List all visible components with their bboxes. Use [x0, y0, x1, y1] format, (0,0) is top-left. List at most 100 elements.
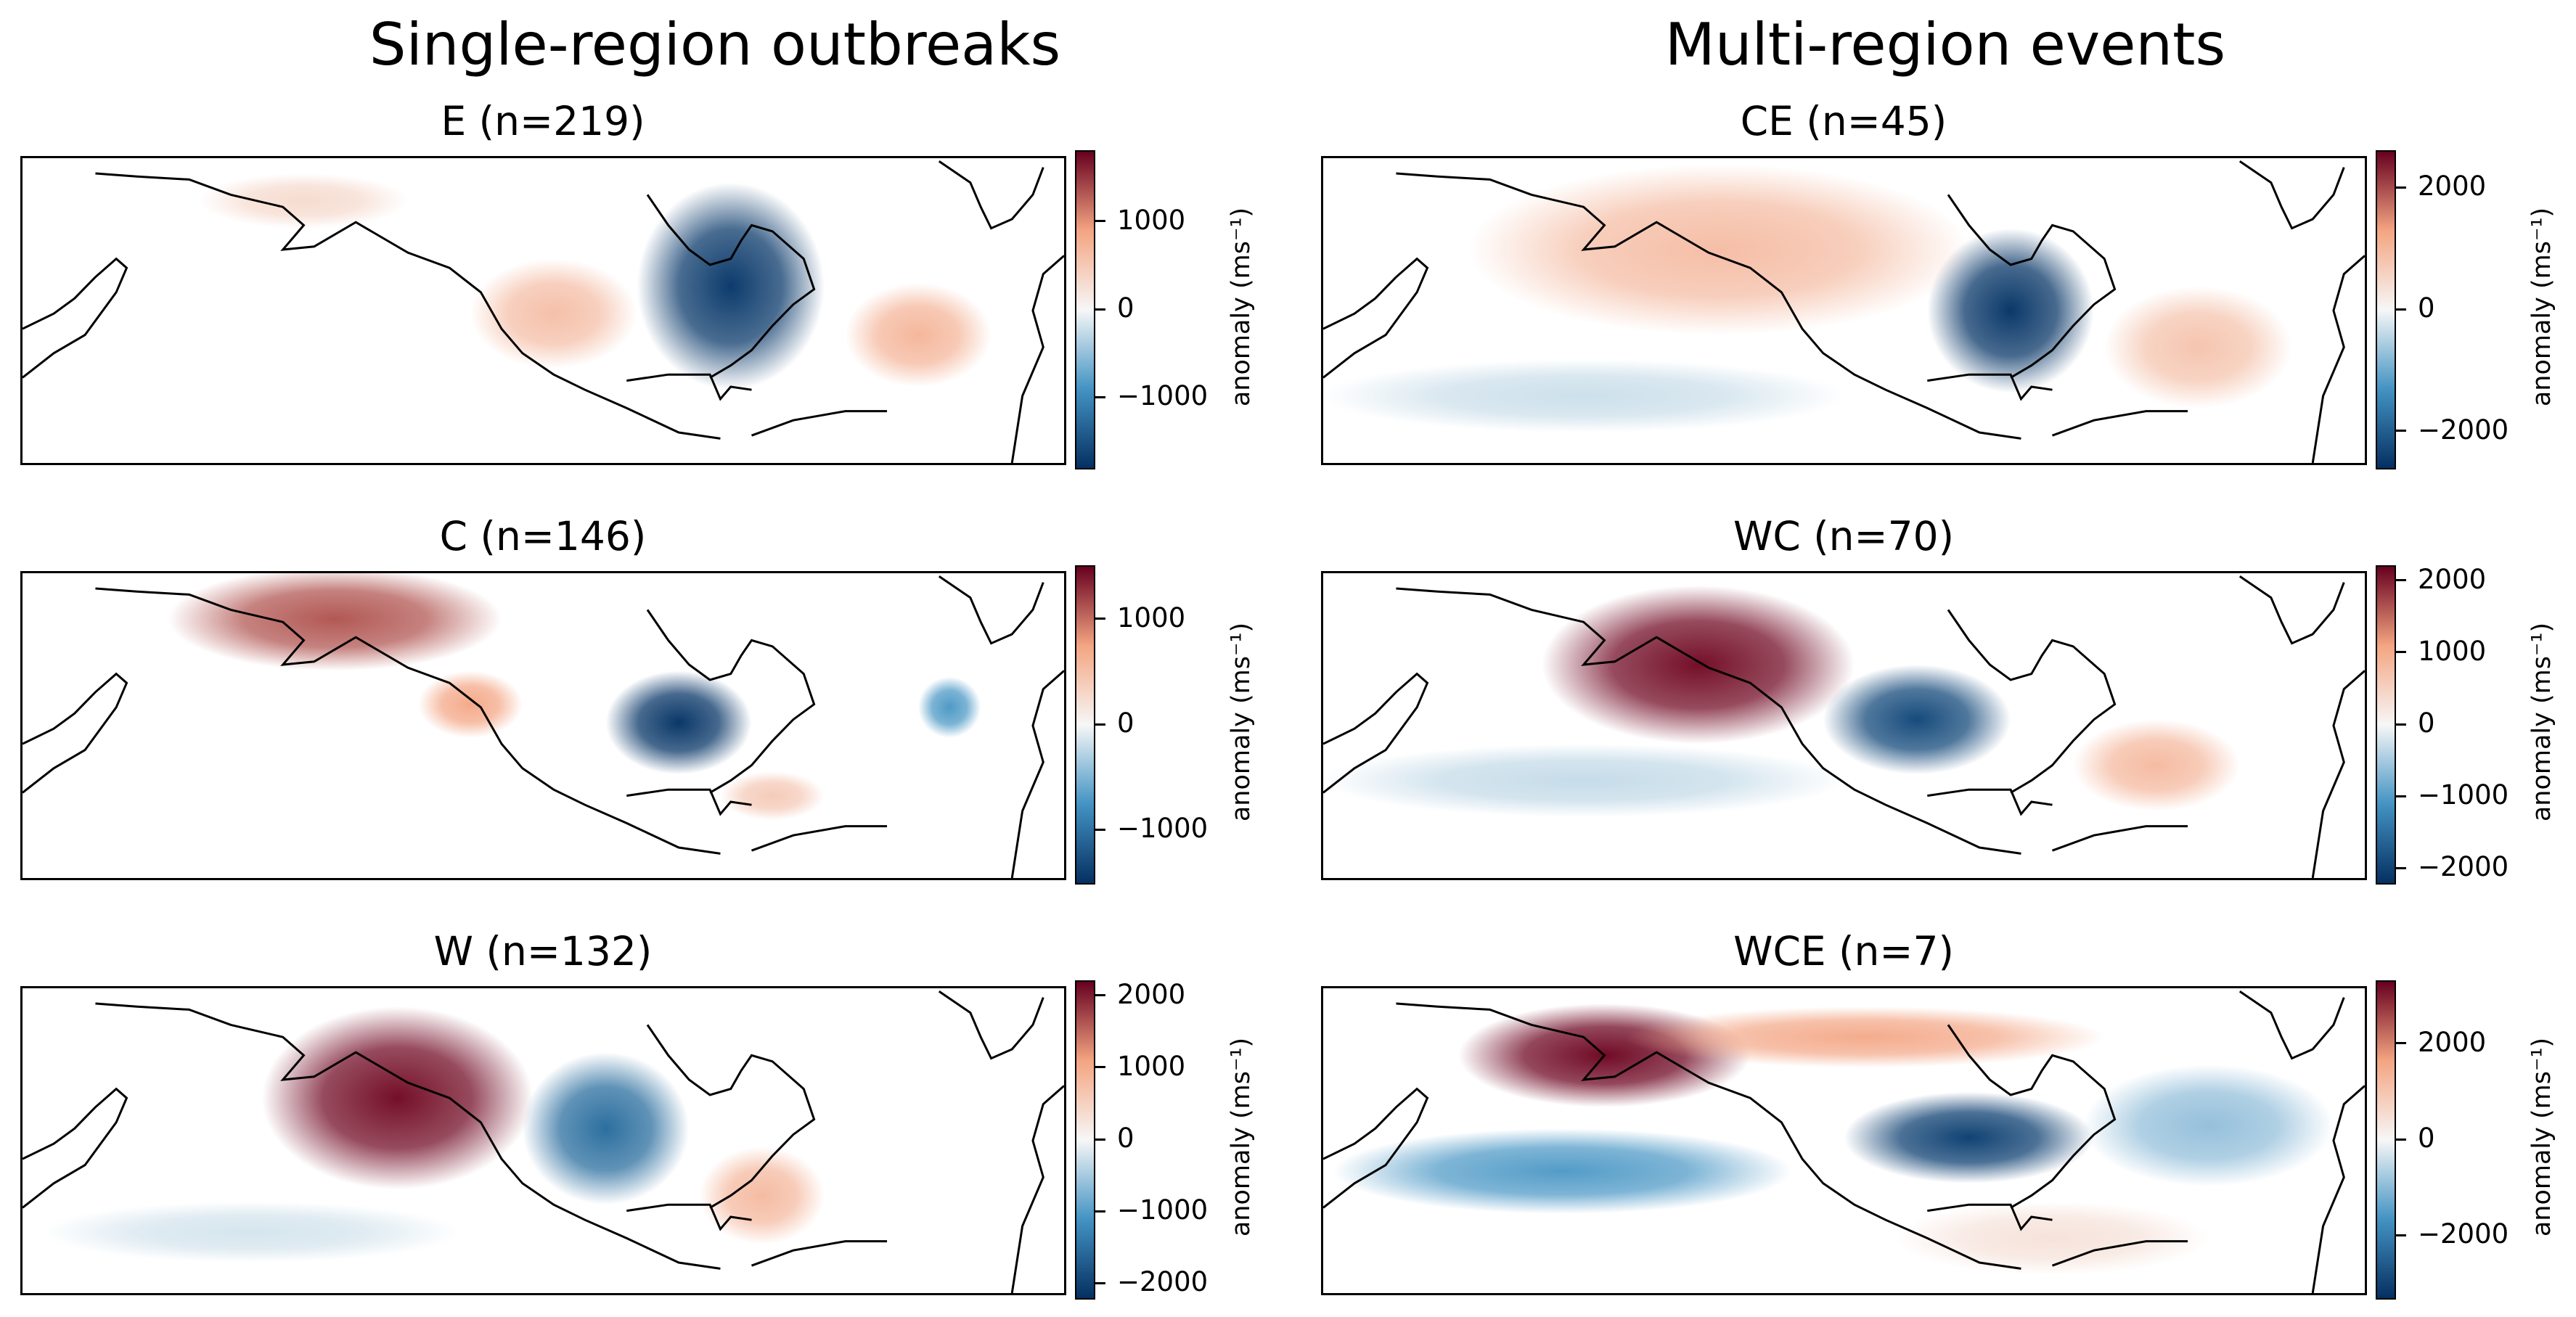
anomaly-map [1323, 160, 2365, 463]
anomaly-blob-negative [2083, 1064, 2334, 1186]
colorbar-tick-label: 0 [1095, 1123, 1134, 1154]
panel-title: WC (n=70) [1733, 513, 1955, 559]
colorbar-tick-label: 0 [2396, 292, 2435, 324]
colorbar-tick-label: 1000 [1095, 1050, 1186, 1082]
colorbar [1075, 150, 1095, 469]
anomaly-blob-negative [605, 670, 752, 775]
coastline [646, 194, 816, 379]
map-panel [20, 986, 1066, 1295]
coastline [1010, 670, 1064, 878]
panel-title: C (n=146) [439, 513, 647, 559]
coastline [1927, 373, 2053, 401]
anomaly-blob-negative [522, 1052, 690, 1205]
coastline [2311, 670, 2365, 878]
colorbar-tick-label: 2000 [2395, 563, 2487, 595]
anomaly-blob-negative [43, 1202, 460, 1263]
coastline [938, 160, 1044, 230]
coastline [23, 257, 128, 379]
map-panel [1321, 571, 2367, 880]
colorbar-label: anomaly (ms⁻¹) [1227, 622, 1256, 822]
coastline [1010, 255, 1064, 463]
coastline [1323, 1087, 1429, 1209]
coastline [95, 587, 721, 855]
coastline [1323, 257, 1429, 379]
colorbar [1075, 565, 1095, 885]
coastline [2311, 1085, 2365, 1293]
colorbar-tick-label: 0 [1095, 707, 1134, 739]
anomaly-map [23, 990, 1064, 1293]
anomaly-blob-positive [262, 1006, 533, 1190]
coastline [23, 1087, 128, 1209]
anomaly-blob-positive [1468, 164, 1969, 335]
coastline [751, 410, 888, 437]
coastline [2051, 1240, 2188, 1267]
panel-title: WCE (n=7) [1733, 928, 1954, 975]
colorbar-label: anomaly (ms⁻¹) [1227, 1037, 1256, 1237]
anomaly-blob-negative [1927, 228, 2094, 393]
coastline [23, 672, 128, 794]
anomaly-blob-positive [168, 573, 502, 671]
coastline [1947, 1024, 2117, 1209]
anomaly-blob-positive [720, 771, 825, 821]
coastline [2051, 410, 2188, 437]
anomaly-blob-positive [1896, 1202, 2209, 1275]
colorbar-tick-label: −1000 [1095, 813, 1209, 845]
colorbar-tick-label: −1000 [2395, 779, 2509, 811]
coastline [1396, 1002, 2021, 1270]
colorbar [2376, 980, 2396, 1300]
anomaly-blob-negative [918, 676, 981, 738]
colorbar-tick-label: −2000 [2395, 1218, 2509, 1250]
panel-title: E (n=219) [441, 98, 645, 144]
colorbar-tick-label: 0 [2396, 707, 2435, 739]
coastline [95, 1002, 721, 1270]
coastline [1323, 672, 1429, 794]
anomaly-blob-negative [1333, 1128, 1792, 1214]
anomaly-blob-negative [1844, 1091, 2094, 1183]
coastline [646, 1024, 816, 1209]
coastline [95, 172, 721, 440]
coastline [938, 575, 1044, 645]
coastline [1947, 609, 2117, 794]
anomaly-blob-positive [699, 1146, 825, 1244]
coastline [2311, 255, 2365, 463]
colorbar-tick-label: −2000 [2395, 851, 2509, 883]
coastline [626, 788, 752, 816]
colorbar-tick-label: 0 [1095, 292, 1134, 324]
coastline [1947, 194, 2117, 379]
anomaly-blob-negative [1323, 359, 1844, 432]
anomaly-map [1323, 575, 2365, 878]
colorbar [2376, 150, 2396, 469]
anomaly-blob-negative [1823, 665, 2011, 775]
colorbar-tick-label: 0 [2396, 1123, 2435, 1154]
coastline [1010, 1085, 1064, 1293]
coastline [2051, 825, 2188, 852]
anomaly-map [1323, 990, 2365, 1293]
panel-title: W (n=132) [433, 928, 653, 975]
colorbar-label: anomaly (ms⁻¹) [2527, 207, 2556, 407]
colorbar-tick-label: 1000 [1095, 204, 1186, 236]
anomaly-blob-negative [1323, 744, 1844, 817]
coastline [626, 373, 752, 401]
colorbar-tick-label: −1000 [1095, 380, 1209, 412]
anomaly-blob-positive [418, 670, 523, 738]
colorbar [1075, 980, 1095, 1300]
coastline [751, 825, 888, 852]
coastline [751, 1240, 888, 1267]
anomaly-map [23, 160, 1064, 463]
colorbar-tick-label: −2000 [1095, 1266, 1209, 1298]
anomaly-blob-positive [1625, 1006, 2105, 1068]
coastline [1927, 1203, 2053, 1231]
coastline [938, 990, 1044, 1060]
panel-title: CE (n=45) [1740, 98, 1947, 144]
colorbar-tick-label: −2000 [2395, 414, 2509, 446]
anomaly-blob-positive [2073, 719, 2240, 811]
colorbar-tick-label: 2000 [2395, 171, 2487, 202]
anomaly-blob-positive [199, 173, 408, 229]
map-panel [1321, 986, 2367, 1295]
left-column-title: Single-region outbreaks [369, 11, 1061, 78]
right-column-title: Multi-region events [1664, 11, 2226, 78]
coastline [1927, 788, 2053, 816]
coastline [2238, 990, 2345, 1060]
colorbar-tick-label: 1000 [2395, 635, 2487, 667]
coastline [2238, 160, 2345, 230]
